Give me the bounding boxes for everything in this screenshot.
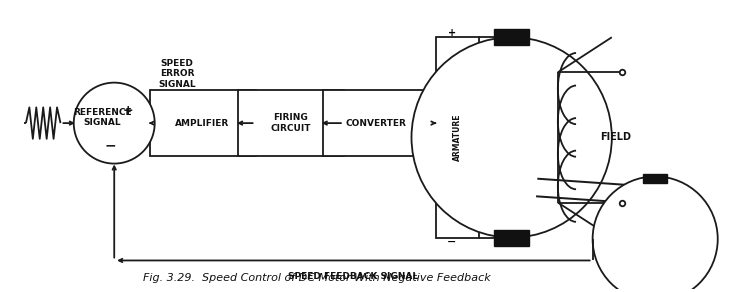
Bar [494,29,529,45]
Text: FIELD: FIELD [600,132,631,142]
Ellipse shape [412,37,612,238]
Ellipse shape [74,83,155,164]
Bar [149,90,255,156]
Text: −: − [447,237,457,247]
Text: Fig. 3.29.  Speed Control of DC Motor With Negative Feedback: Fig. 3.29. Speed Control of DC Motor Wit… [143,273,490,283]
Text: −: − [104,138,116,152]
Text: FIRING
CIRCUIT: FIRING CIRCUIT [270,113,311,133]
Text: AMPLIFIER: AMPLIFIER [176,119,230,128]
Text: SPEED FEEDBACK SIGNAL: SPEED FEEDBACK SIGNAL [288,272,418,281]
Ellipse shape [593,176,718,292]
Text: SPEED
ERROR
SIGNAL: SPEED ERROR SIGNAL [158,59,196,89]
Bar [322,90,429,156]
Bar [436,37,478,238]
Text: ARMATURE: ARMATURE [453,114,462,161]
Bar [494,230,529,246]
Text: REFERENCE
SIGNAL: REFERENCE SIGNAL [73,108,131,127]
Text: CONVERTER: CONVERTER [345,119,406,128]
Bar [238,90,344,156]
Text: +: + [123,105,134,117]
Bar [644,174,667,183]
Text: +: + [448,28,456,38]
